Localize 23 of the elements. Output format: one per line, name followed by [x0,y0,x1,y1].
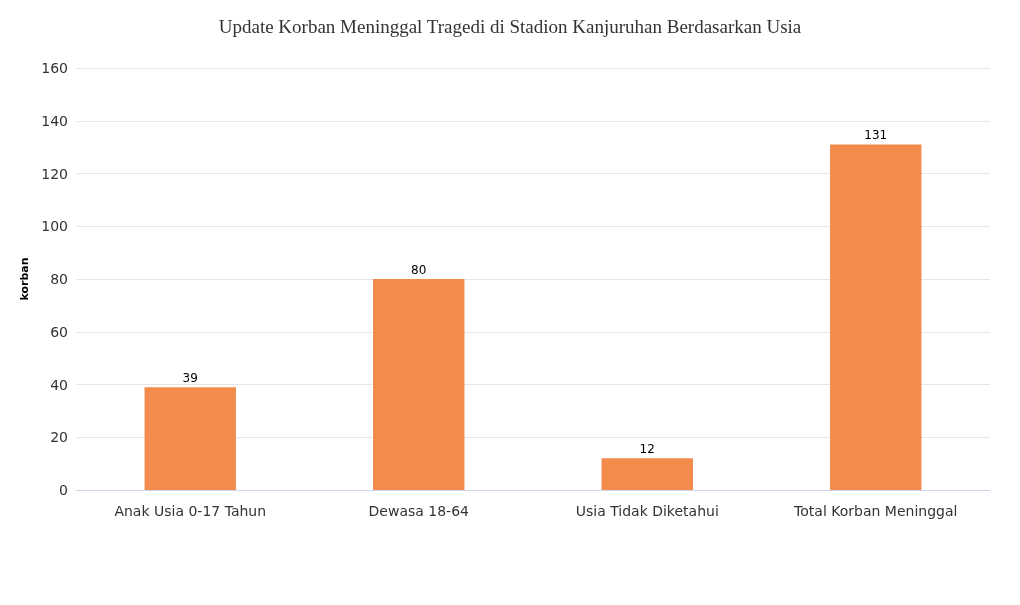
bar [830,144,922,490]
y-tick-label: 40 [50,376,68,393]
data-label: 80 [411,263,427,277]
y-tick-label: 20 [50,429,68,446]
x-tick-label: Dewasa 18-64 [368,503,470,519]
y-tick-label: 0 [59,482,68,498]
y-tick-label: 160 [41,60,68,76]
y-tick-label: 100 [41,218,68,235]
data-label: 12 [639,442,655,457]
x-tick-label: Total Korban Meninggal [793,503,958,519]
bar [144,387,236,490]
x-tick-label: Usia Tidak Diketahui [575,503,719,519]
chart-title: Update Korban Meninggal Tragedi di Stadion Kanjuruhan Berdasarkan Usia [218,16,802,37]
data-label: 39 [182,371,198,386]
y-tick-label: 120 [41,165,68,182]
y-tick-label: 80 [50,271,68,287]
y-axis-title: korban [18,257,32,301]
x-tick-label: Anak Usia 0-17 Tahun [114,503,267,519]
y-tick-label: 60 [50,323,68,340]
data-label: 131 [864,128,888,143]
bar [601,458,693,490]
bar [373,279,465,490]
y-tick-label: 140 [41,112,68,129]
